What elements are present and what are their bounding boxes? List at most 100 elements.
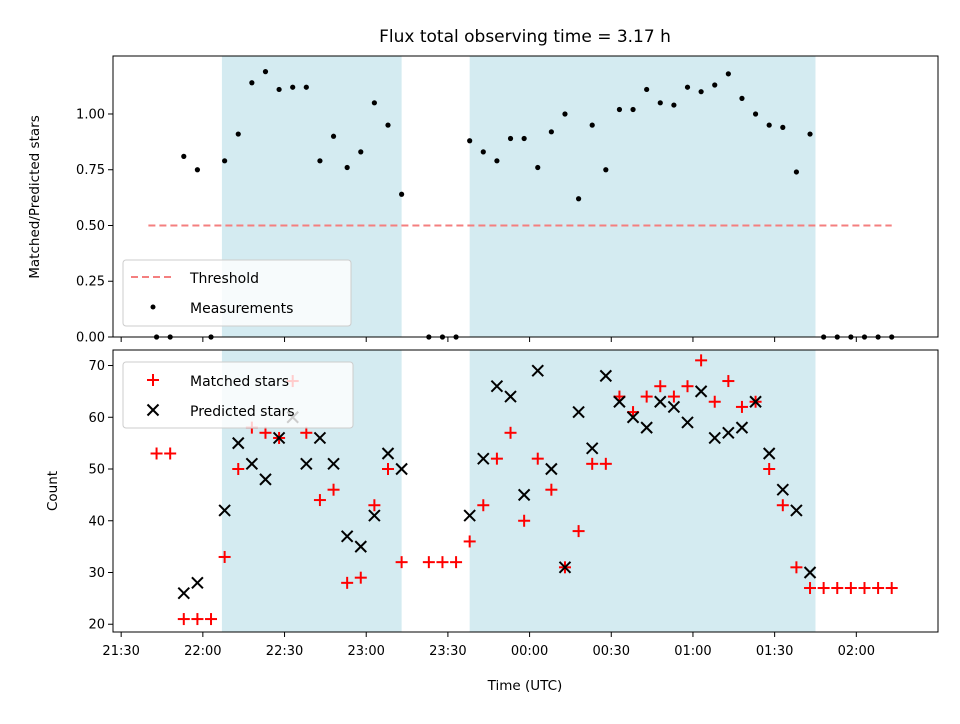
ratio-measurements-point [262, 69, 269, 75]
count-matched-stars-point [422, 556, 435, 569]
ratio-measurements-point [535, 164, 541, 171]
count-matched-stars-point [518, 514, 531, 527]
count-predicted-stars-point [517, 488, 531, 502]
ratio-measurements-point [330, 133, 337, 139]
count-matched-stars-point [368, 499, 381, 512]
count-matched-stars-point [205, 613, 218, 626]
count-matched-stars-point [150, 447, 163, 460]
count-matched-stars-point [354, 571, 367, 584]
count-y-axis-label: Count [45, 471, 61, 511]
count-matched-stars-point [681, 380, 694, 393]
ratio-measurements-point [575, 196, 582, 202]
count-matched-stars-point [667, 390, 680, 403]
count-x-tick-label: 23:30 [429, 644, 466, 659]
ratio-measurements-point [399, 191, 405, 197]
count-predicted-stars-point [272, 431, 286, 445]
count-matched-stars-point [191, 613, 204, 626]
count-matched-stars-point [177, 613, 190, 626]
count-predicted-stars-point [654, 395, 667, 408]
measurements-legend-swatch [150, 304, 156, 310]
count-predicted-stars-point [232, 436, 245, 450]
count-x-tick-label: 21:30 [102, 644, 139, 659]
count-predicted-stars-point [327, 457, 340, 471]
count-x-tick-label: 01:30 [756, 644, 793, 659]
count-matched-stars-point [776, 499, 789, 512]
count-predicted-stars-point [735, 421, 749, 434]
matched-legend-swatch [147, 374, 159, 386]
count-matched-stars-point [436, 556, 449, 569]
count-x-tick-label: 00:00 [511, 644, 548, 659]
count-matched-stars-point [490, 452, 503, 465]
count-predicted-stars-point [749, 395, 762, 408]
count-y-tick-label: 70 [88, 359, 105, 374]
count-predicted-stars-point [477, 452, 490, 465]
count-y-tick-label: 50 [88, 463, 105, 478]
ratio-y-tick-label: 0.00 [76, 331, 105, 346]
count-x-tick-label: 02:00 [838, 644, 875, 659]
count-predicted-stars-point [558, 561, 572, 574]
ratio-measurements-point [358, 149, 364, 155]
count-predicted-stars-point [395, 462, 408, 476]
count-predicted-stars-point [681, 416, 694, 429]
count-matched-stars-point [599, 457, 612, 470]
count-matched-stars-point [232, 463, 245, 476]
ratio-y-tick-label: 1.00 [76, 107, 105, 122]
x-axis-label: Time (UTC) [487, 678, 563, 694]
ratio-measurements-point [344, 164, 350, 171]
ratio-measurements-point [698, 89, 704, 95]
ratio-measurements-point [603, 167, 609, 173]
count-y-tick-label: 40 [88, 514, 105, 529]
ratio-measurements-point [385, 122, 391, 128]
ratio-measurements-point [671, 102, 677, 108]
ratio-measurements-point [235, 131, 241, 137]
ratio-measurements-point [548, 129, 554, 135]
ratio-measurements-point [562, 111, 568, 117]
count-legend: Matched stars Predicted stars [122, 361, 354, 429]
count-matched-stars-point [218, 550, 231, 563]
count-matched-stars-point [545, 483, 558, 496]
count-predicted-stars-point [490, 380, 504, 393]
count-predicted-stars-point [640, 421, 653, 434]
ratio-measurements-point [317, 158, 323, 164]
count-predicted-stars-point [776, 483, 790, 496]
count-matched-stars-point [695, 354, 708, 367]
count-matched-stars-point [790, 561, 803, 574]
ratio-shaded-interval [469, 56, 816, 337]
ratio-measurements-point [371, 100, 377, 106]
count-predicted-stars-point [667, 400, 681, 414]
ratio-measurements-point [793, 169, 800, 175]
count-matched-stars-point [654, 380, 667, 393]
count-matched-stars-point [885, 582, 898, 595]
count-matched-stars-point [395, 556, 408, 569]
ratio-measurements-point [521, 135, 527, 142]
ratio-y-tick-label: 0.75 [76, 163, 105, 178]
ratio-measurements-point [780, 124, 786, 130]
ratio-y-tick-label: 0.50 [76, 219, 105, 234]
count-predicted-stars-point [586, 442, 599, 455]
count-matched-stars-point [804, 582, 817, 595]
count-x-tick-label: 01:00 [674, 644, 711, 659]
count-x-tick-label: 22:30 [266, 644, 303, 659]
ratio-measurements-point [249, 80, 255, 86]
ratio-measurements-point [589, 122, 595, 128]
count-x-tick-label: 00:30 [593, 644, 630, 659]
count-predicted-stars-point [531, 364, 544, 377]
count-predicted-stars-point [177, 586, 190, 600]
count-predicted-stars-point [354, 540, 367, 553]
count-matched-stars-point [300, 426, 313, 439]
ratio-y-tick-label: 0.25 [76, 275, 105, 290]
count-y-tick-label: 20 [88, 618, 105, 633]
ratio-y-axis-label: Matched/Predicted stars [27, 115, 43, 278]
count-matched-stars-point [831, 582, 844, 595]
count-matched-stars-point [763, 463, 776, 476]
count-predicted-stars-point [722, 426, 735, 439]
ratio-measurements-point [181, 153, 187, 159]
ratio-measurements-point [290, 84, 296, 90]
matched-legend-label: Matched stars [190, 374, 289, 390]
count-matched-stars-point [259, 426, 272, 439]
count-predicted-stars-point [545, 462, 558, 476]
count-x-tick-label: 22:00 [184, 644, 221, 659]
threshold-legend-label: Threshold [189, 271, 259, 287]
count-predicted-stars-point [504, 390, 517, 403]
